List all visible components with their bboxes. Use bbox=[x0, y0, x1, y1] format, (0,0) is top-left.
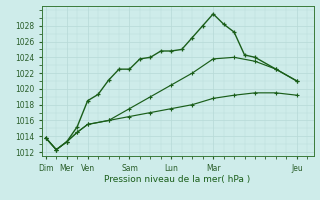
X-axis label: Pression niveau de la mer( hPa ): Pression niveau de la mer( hPa ) bbox=[104, 175, 251, 184]
